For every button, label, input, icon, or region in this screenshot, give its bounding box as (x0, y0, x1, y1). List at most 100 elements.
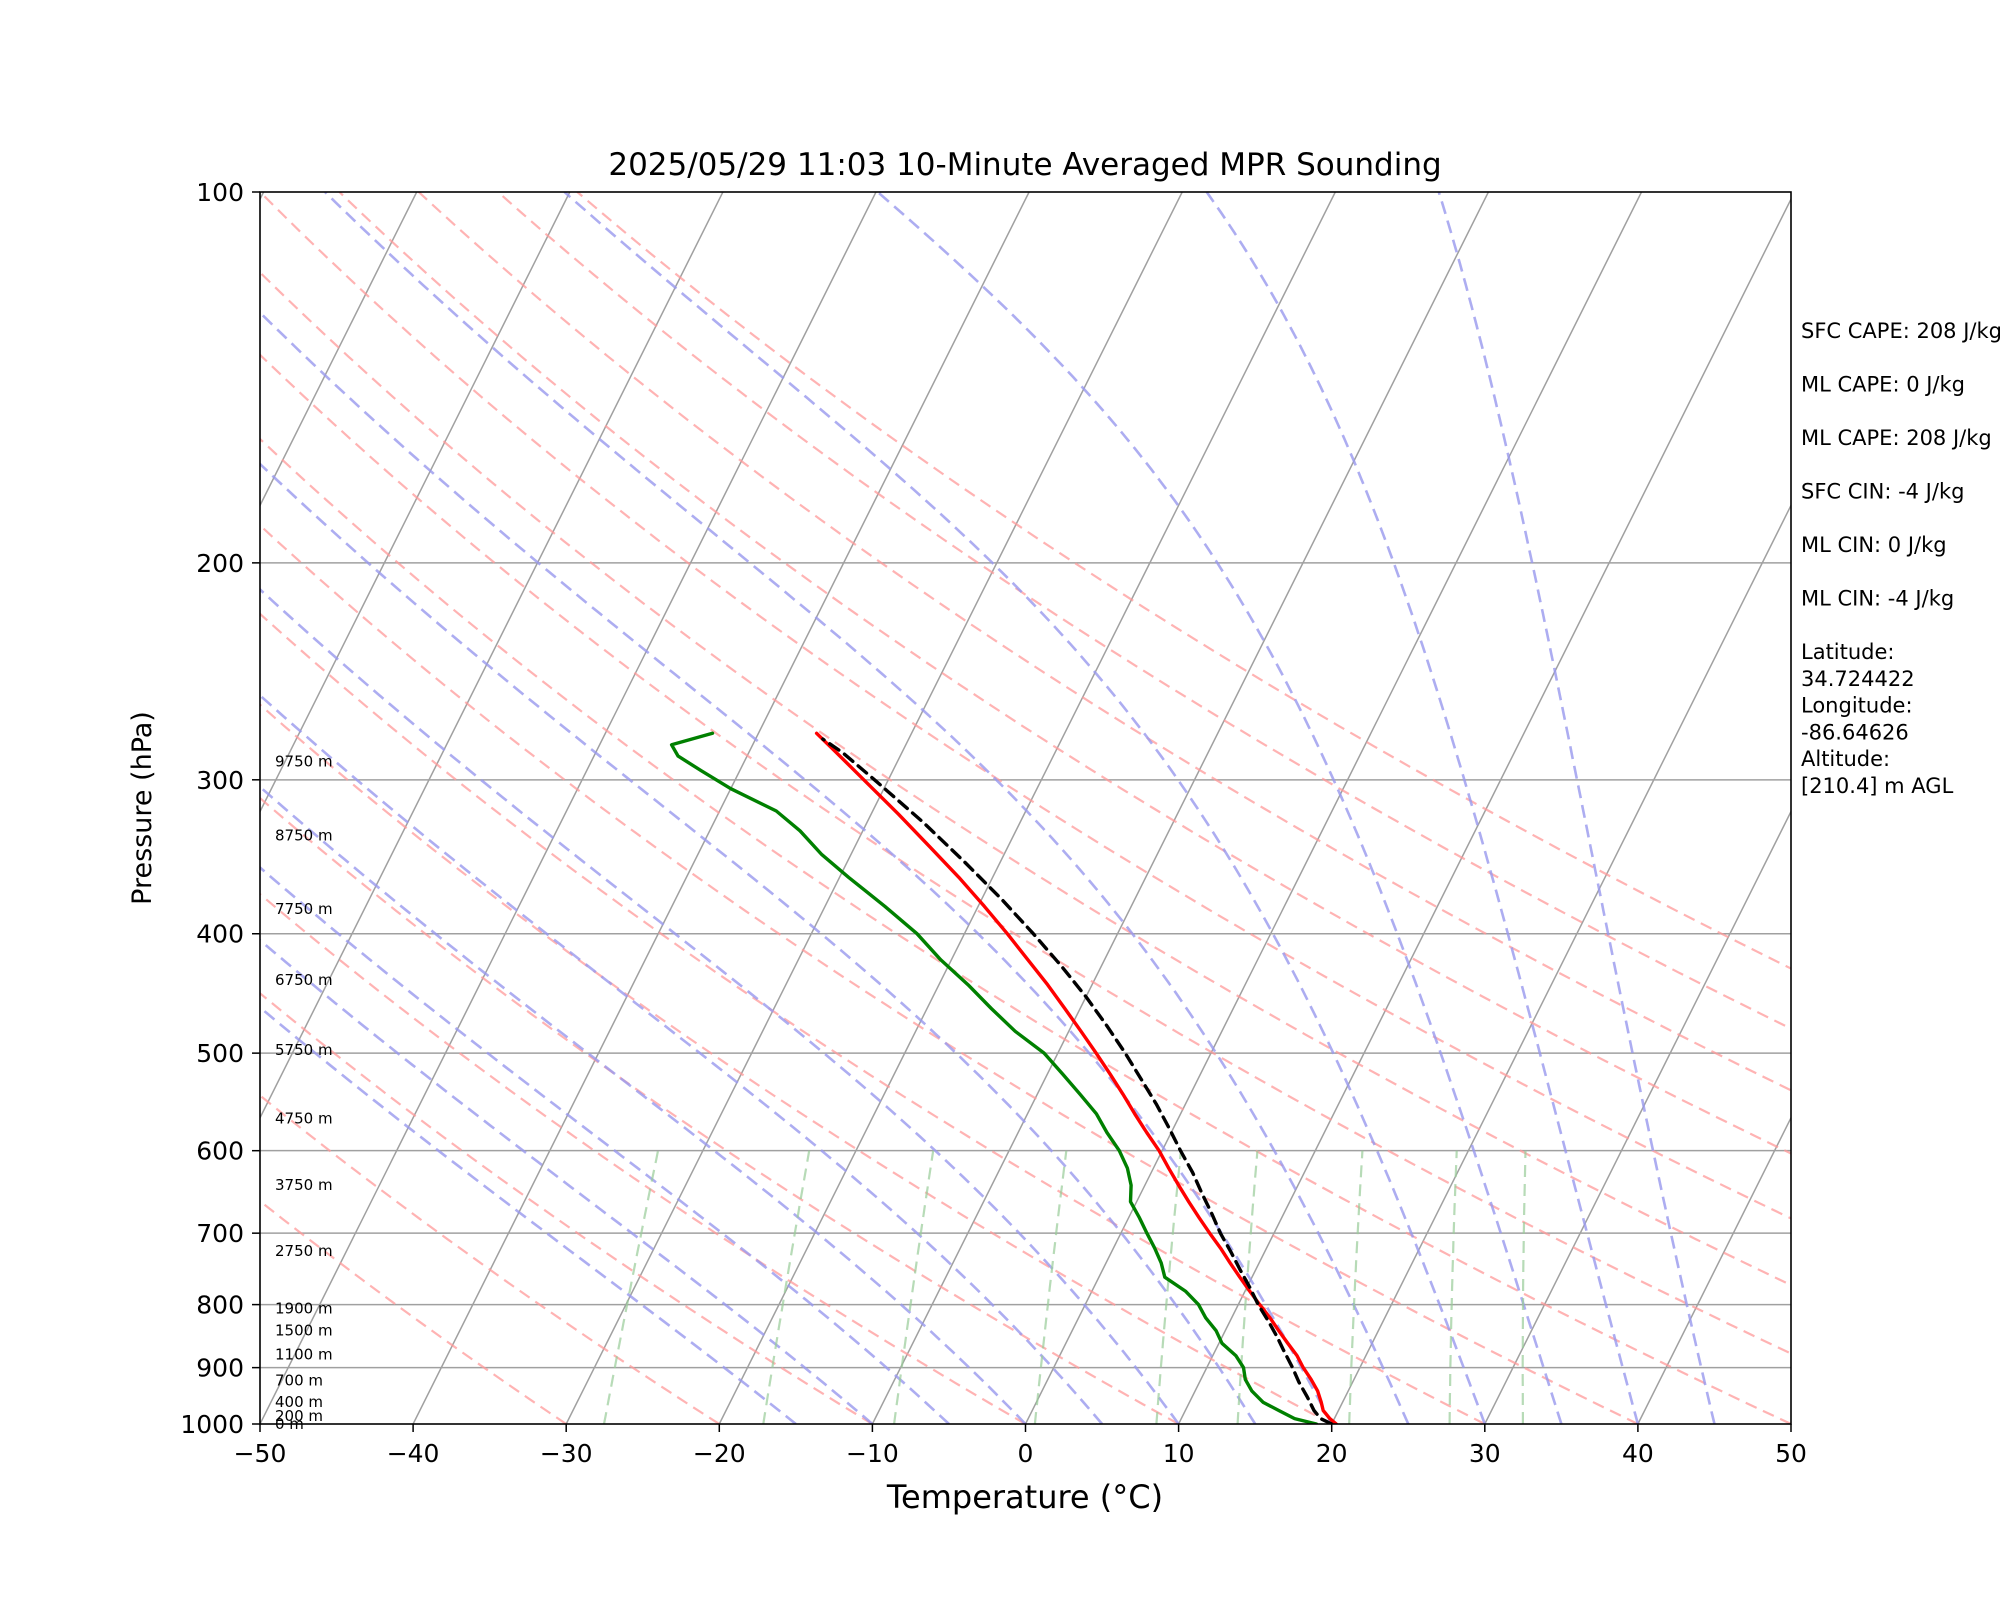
background-lines (0, 192, 1791, 1424)
moist-adiabat-line (260, 587, 1180, 1424)
dry-adiabat-line (260, 892, 1027, 1424)
height-label: 5750 m (275, 1041, 333, 1059)
dry-adiabat-line (260, 612, 1486, 1424)
moist-adiabat-line (1437, 192, 1716, 1424)
dry-adiabat-line (260, 270, 1791, 1287)
stat-value: -86.64626 (1801, 721, 1909, 745)
dry-adiabat-line (260, 1199, 567, 1424)
y-tick-label: 1000 (180, 1410, 244, 1439)
x-tick-label: 20 (1316, 1439, 1348, 1468)
isotherm-line (1331, 503, 1791, 1424)
isotherm-line (412, 192, 1030, 1424)
mixing-ratio-line (602, 1150, 660, 1424)
height-label: 1500 m (275, 1322, 333, 1340)
y-axis-label: Pressure (hPa) (127, 711, 158, 905)
temperature-trace (814, 731, 1338, 1424)
x-tick-label: −20 (693, 1439, 746, 1468)
isotherm-line (1637, 1116, 1791, 1424)
sounding-traces (669, 731, 1338, 1424)
height-label: 3750 m (275, 1176, 333, 1194)
stat-line: SFC CIN: -4 J/kg (1801, 480, 1964, 504)
dry-adiabat-line (417, 192, 1791, 1092)
x-tick-label: −10 (846, 1439, 899, 1468)
y-tick-label: 600 (196, 1137, 244, 1166)
height-label: 1100 m (275, 1345, 333, 1363)
dry-adiabat-line (260, 353, 1791, 1355)
moist-adiabat-line (260, 693, 1104, 1424)
height-label: 0 m (275, 1415, 304, 1433)
dry-adiabat-line (338, 192, 1791, 1155)
y-tick-label: 300 (196, 766, 244, 795)
x-tick-label: −50 (234, 1439, 287, 1468)
y-tick-label: 800 (196, 1291, 244, 1320)
isotherm-line (260, 192, 724, 1120)
moist-adiabat-line (260, 938, 874, 1424)
height-label: 400 m (275, 1393, 323, 1411)
dry-adiabat-line (260, 1094, 720, 1424)
y-tick-label: 200 (196, 549, 244, 578)
stat-value: 34.724422 (1801, 667, 1915, 691)
x-tick-label: 50 (1775, 1439, 1807, 1468)
x-axis-ticks: −50 −40 −30 −20 −10 0 10 20 30 40 50 (234, 1424, 1807, 1468)
moist-adiabat-line (260, 1005, 797, 1424)
y-tick-label: 500 (196, 1039, 244, 1068)
height-label: 1900 m (275, 1300, 333, 1318)
stat-line: SFC CAPE: 208 J/kg (1801, 319, 2000, 343)
isotherm-line (565, 192, 1183, 1424)
x-tick-label: 10 (1163, 1439, 1195, 1468)
dry-adiabat-line (576, 192, 1791, 970)
moist-adiabat-line (324, 192, 1410, 1424)
y-tick-label: 900 (196, 1354, 244, 1383)
moist-adiabat-line (260, 785, 1027, 1424)
chart-title: 2025/05/29 11:03 10-Minute Averaged MPR … (608, 147, 1441, 183)
moist-adiabat-line (1205, 192, 1640, 1424)
x-tick-label: 0 (1018, 1439, 1034, 1468)
isotherm-line (260, 192, 418, 508)
stat-line: ML CIN: -4 J/kg (1801, 587, 1954, 611)
y-tick-label: 100 (196, 178, 244, 207)
stat-line: ML CAPE: 0 J/kg (1801, 373, 1965, 397)
parcel-trace (821, 737, 1334, 1424)
moist-adiabat-line (260, 462, 1257, 1424)
y-axis-ticks: 100 200 300 400 500 600 700 800 900 1000 (180, 178, 260, 1439)
isotherm-line (1024, 192, 1643, 1424)
isotherm-line (0, 192, 111, 1424)
stat-line: ML CAPE: 208 J/kg (1801, 426, 1992, 450)
y-tick-label: 700 (196, 1219, 244, 1248)
stat-line: Longitude: (1801, 694, 1913, 718)
mixing-ratio-line (1155, 1150, 1182, 1424)
dry-adiabat-line (260, 437, 1791, 1424)
isotherm-line (1177, 197, 1791, 1424)
height-label: 4750 m (275, 1110, 333, 1128)
x-axis-label: Temperature (°C) (886, 1478, 1163, 1516)
dewpoint-trace (669, 731, 1319, 1424)
x-tick-label: 40 (1622, 1439, 1654, 1468)
stat-line: Altitude: (1801, 747, 1890, 771)
y-tick-label: 400 (196, 920, 244, 949)
mixing-ratio-line (762, 1150, 811, 1424)
height-label: 9750 m (275, 753, 333, 771)
mixing-ratio-line (893, 1150, 935, 1424)
height-label: 8750 m (275, 827, 333, 845)
isotherm-line (1484, 809, 1791, 1424)
stat-line: Latitude: (1801, 640, 1895, 664)
moist-adiabat-line (563, 192, 1487, 1424)
stat-value: [210.4] m AGL (1801, 774, 1954, 798)
mixing-ratio-line (1448, 1150, 1458, 1424)
height-label: 200 m (275, 1407, 323, 1425)
dry-adiabat-line (497, 192, 1791, 1030)
stat-line: ML CIN: 0 J/kg (1801, 533, 1947, 557)
dry-adiabat-line (260, 192, 1791, 1220)
moist-adiabat-line (260, 865, 950, 1424)
mixing-ratio-line (1348, 1150, 1364, 1424)
stats-panel: SFC CAPE: 208 J/kg ML CAPE: 0 J/kg ML CAPE… (1801, 319, 2000, 798)
x-tick-label: 30 (1469, 1439, 1501, 1468)
mixing-ratio-line (1521, 1150, 1527, 1424)
dry-adiabat-line (260, 523, 1639, 1424)
height-label: 700 m (275, 1372, 323, 1390)
isotherm-line (871, 192, 1490, 1424)
height-label: 6750 m (275, 971, 333, 989)
x-tick-label: −30 (540, 1439, 593, 1468)
